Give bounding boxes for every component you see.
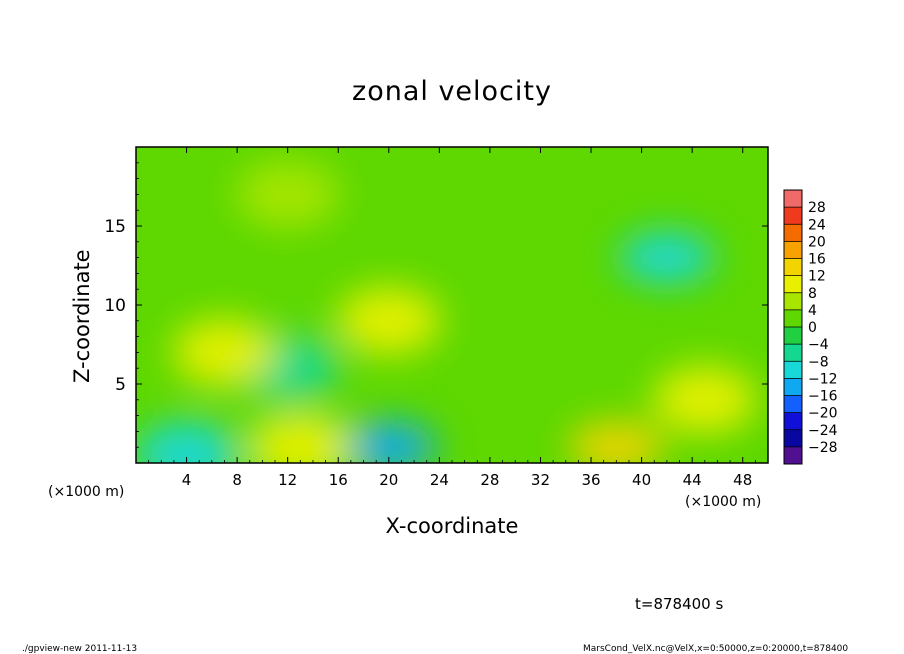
y-tick-label: 5 — [115, 375, 126, 395]
colorbar-swatch — [784, 224, 802, 242]
x-unit-right: (×1000 m) — [685, 494, 762, 510]
x-tick-label: 12 — [278, 471, 297, 489]
colorbar-label: 28 — [808, 200, 826, 216]
colorbar-label: −28 — [808, 440, 838, 456]
heatmap-feature — [248, 413, 353, 463]
colorbar-label: −12 — [808, 371, 838, 387]
colorbar-label: −8 — [808, 354, 829, 370]
colorbar-label: −24 — [808, 423, 838, 439]
x-tick-label: 28 — [480, 471, 499, 489]
heatmap-feature — [618, 231, 715, 284]
y-tick-label: 15 — [104, 217, 126, 237]
colorbar-swatch — [784, 292, 802, 310]
colorbar-label: 20 — [808, 234, 826, 250]
colorbar-label: −16 — [808, 389, 838, 405]
x-axis-label-text: X-coordinate — [385, 514, 519, 538]
x-tick-label: 40 — [632, 471, 651, 489]
x-tick-label: 20 — [379, 471, 398, 489]
colorbar-label: −4 — [808, 337, 829, 353]
time-label: t=878400 s — [635, 595, 724, 613]
y-axis-label: Z-coordinate — [70, 249, 94, 383]
colorbar-swatch — [784, 412, 802, 430]
colorbar-swatch — [784, 258, 802, 276]
colorbar-swatch — [784, 344, 802, 362]
colorbar-swatch — [784, 309, 802, 327]
x-tick-label: 36 — [581, 471, 600, 489]
colorbar-label: 16 — [808, 252, 826, 268]
colorbar-label: 8 — [808, 286, 817, 302]
chart-title: zonal velocity — [352, 76, 552, 107]
colorbar-swatch — [784, 275, 802, 293]
colorbar-swatch — [784, 327, 802, 345]
colorbar-swatch — [784, 207, 802, 225]
x-tick-label: 24 — [430, 471, 449, 489]
colorbar-label: −20 — [808, 406, 838, 422]
heatmap-feature — [568, 421, 665, 463]
x-tick-label: 44 — [683, 471, 702, 489]
y-tick-label: 10 — [104, 296, 126, 316]
colorbar-swatch — [784, 378, 802, 396]
colorbar-swatch — [784, 361, 802, 379]
heatmap-feature — [235, 160, 340, 229]
colorbar-swatch — [784, 429, 802, 447]
colorbar-label: 12 — [808, 269, 826, 285]
x-tick-label: 48 — [733, 471, 752, 489]
heatmap-feature — [652, 365, 757, 434]
heatmap-feature — [136, 421, 239, 463]
x-unit-left: (×1000 m) — [48, 484, 125, 500]
heatmap-feature — [172, 318, 277, 387]
colorbar-swatch — [784, 446, 802, 464]
x-tick-label: 16 — [329, 471, 348, 489]
footer-right: MarsCond_VelX.nc@VelX,x=0:50000,z=0:2000… — [583, 644, 849, 654]
colorbar-label: 0 — [808, 320, 817, 336]
colorbar-label: 4 — [808, 303, 817, 319]
colorbar-label: 24 — [808, 217, 826, 233]
x-tick-label: 4 — [182, 471, 192, 489]
x-tick-label: 8 — [232, 471, 242, 489]
heatmap-feature — [336, 286, 441, 355]
colorbar-swatch — [784, 241, 802, 259]
colorbar-swatch — [784, 395, 802, 413]
heatmap-feature — [340, 421, 437, 463]
x-tick-label: 32 — [531, 471, 550, 489]
footer-left: ./gpview-new 2011-11-13 — [22, 644, 138, 654]
x-axis-label: X-coordinate — [0, 514, 904, 538]
colorbar-swatch — [784, 190, 802, 208]
